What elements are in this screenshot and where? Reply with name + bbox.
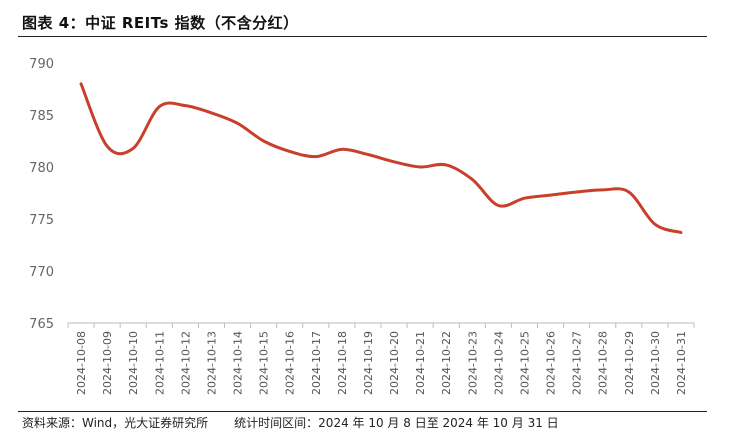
x-tick-label: 2024-10-08 [75,331,88,395]
y-tick-label: 775 [29,213,54,228]
x-tick-label: 2024-10-27 [571,331,584,395]
y-tick-label: 785 [29,109,54,124]
x-axis: 2024-10-08 2024-10-09 2024-10-10 2024-10-11… [67,323,695,395]
x-tick-label: 2024-10-21 [414,331,427,395]
y-tick-label: 770 [29,265,54,280]
x-tick-label: 2024-10-12 [179,331,192,395]
x-tick-label: 2024-10-30 [649,331,662,395]
source-text: 资料来源：Wind，光大证券研究所 [22,416,209,430]
y-axis: 765 770 775 780 785 790 [29,57,54,332]
x-tick-label: 2024-10-18 [336,331,349,395]
x-tick-label: 2024-10-26 [545,331,558,395]
x-tick-label: 2024-10-23 [466,331,479,395]
x-tick-label: 2024-10-29 [623,331,636,395]
x-tick-label: 2024-10-11 [153,331,166,395]
y-tick-label: 790 [29,57,54,72]
x-tick-label: 2024-10-15 [258,331,271,395]
x-tick-label: 2024-10-20 [388,331,401,395]
x-tick-label: 2024-10-17 [310,331,323,395]
x-tick-label: 2024-10-19 [362,331,375,395]
x-tick-label: 2024-10-25 [518,331,531,395]
x-tick-label: 2024-10-24 [492,331,505,395]
x-tick-label: 2024-10-16 [284,331,297,395]
index-line [79,82,683,235]
top-rule [18,36,707,37]
x-tick-label: 2024-10-14 [232,331,245,395]
x-tick-label: 2024-10-31 [675,331,688,395]
x-tick-label: 2024-10-10 [127,331,140,395]
x-tick-label: 2024-10-22 [440,331,453,395]
bottom-rule [18,411,707,412]
period-text: 统计时间区间：2024 年 10 月 8 日至 2024 年 10 月 31 日 [234,416,559,430]
y-tick-label: 780 [29,161,54,176]
x-tick-label: 2024-10-28 [597,331,610,395]
figure-title: 图表 4：中证 REITs 指数（不含分红） [22,14,299,32]
x-tick-label: 2024-10-13 [205,331,218,395]
x-tick-label: 2024-10-09 [101,331,114,395]
y-tick-label: 765 [29,317,54,332]
source-note: 资料来源：Wind，光大证券研究所 统计时间区间：2024 年 10 月 8 日至… [22,414,559,431]
